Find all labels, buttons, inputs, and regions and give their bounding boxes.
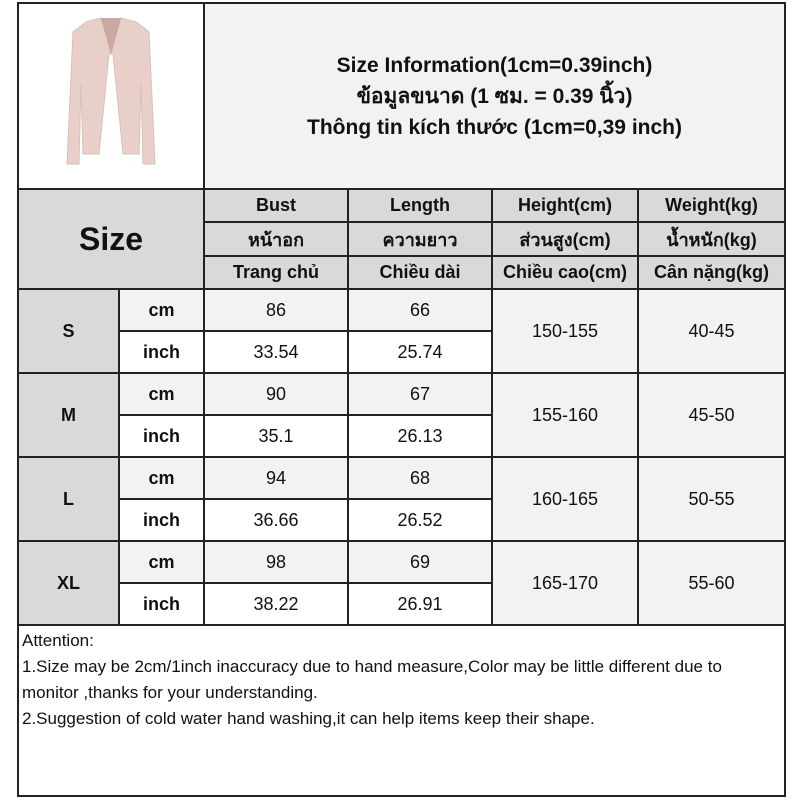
title-english: Size Information(1cm=0.39inch) xyxy=(336,53,653,77)
header-bust-vi: Trang chủ xyxy=(203,255,349,290)
header-length-en: Length xyxy=(347,188,493,223)
header-weight-vi: Cân nặng(kg) xyxy=(636,255,787,290)
bust-inch: 38.22 xyxy=(203,582,349,626)
header-bust-en: Bust xyxy=(203,188,349,223)
bust-inch: 35.1 xyxy=(203,414,349,458)
table-row: M cm 90 67 155-160 45-50 xyxy=(17,372,787,458)
attention-notes: Attention: 1.Size may be 2cm/1inch inacc… xyxy=(16,624,787,797)
header-height-vi: Chiều cao(cm) xyxy=(491,255,639,290)
title-vietnamese: Thông tin kích thước (1cm=0,39 inch) xyxy=(307,115,682,139)
length-cm: 69 xyxy=(347,540,493,584)
table-row: inch 36.66 26.52 xyxy=(18,498,785,542)
size-label: S xyxy=(17,288,120,374)
weight-range: 55-60 xyxy=(636,540,787,626)
length-cm: 68 xyxy=(347,456,493,500)
bust-cm: 94 xyxy=(203,456,349,500)
unit-inch-label: inch xyxy=(118,414,205,458)
length-inch: 26.91 xyxy=(347,582,493,626)
table-row: inch 35.1 26.13 xyxy=(18,414,785,458)
unit-inch-label: inch xyxy=(118,498,205,542)
unit-cm-label: cm xyxy=(118,288,205,332)
unit-cm-label: cm xyxy=(118,540,205,584)
size-header: Size xyxy=(17,188,205,290)
height-range: 160-165 xyxy=(491,456,639,542)
title-thai: ข้อมูลขนาด (1 ซม. = 0.39 นิ้ว) xyxy=(356,84,633,108)
height-range: 165-170 xyxy=(491,540,639,626)
size-label: XL xyxy=(17,540,120,626)
header-bust-th: หน้าอก xyxy=(203,221,349,257)
table-row: XL cm 98 69 165-170 55-60 xyxy=(17,540,787,626)
header-height-en: Height(cm) xyxy=(491,188,639,223)
table-row: L cm 94 68 160-165 50-55 xyxy=(17,456,787,542)
length-inch: 25.74 xyxy=(347,330,493,374)
bust-cm: 98 xyxy=(203,540,349,584)
attention-heading: Attention: xyxy=(22,631,94,650)
bust-cm: 86 xyxy=(203,288,349,332)
weight-range: 40-45 xyxy=(636,288,787,374)
bust-cm: 90 xyxy=(203,372,349,416)
table-row: inch 33.54 25.74 xyxy=(18,330,785,374)
product-image-cell xyxy=(17,2,205,190)
header-weight-th: น้ำหนัก(kg) xyxy=(636,221,787,257)
bust-inch: 36.66 xyxy=(203,498,349,542)
unit-cm-label: cm xyxy=(118,456,205,500)
header-length-vi: Chiều dài xyxy=(347,255,493,290)
height-range: 150-155 xyxy=(491,288,639,374)
unit-inch-label: inch xyxy=(118,330,205,374)
size-label: L xyxy=(17,456,120,542)
height-range: 155-160 xyxy=(491,372,639,458)
pink-cardigan-image xyxy=(66,16,156,164)
bust-inch: 33.54 xyxy=(203,330,349,374)
attention-note-1: 1.Size may be 2cm/1inch inaccuracy due t… xyxy=(22,657,722,702)
header-weight-en: Weight(kg) xyxy=(636,188,787,223)
unit-inch-label: inch xyxy=(118,582,205,626)
size-chart-table: Size Information(1cm=0.39inch) ข้อมูลขนา… xyxy=(16,2,787,797)
header-height-th: ส่วนสูง(cm) xyxy=(491,221,639,257)
length-inch: 26.13 xyxy=(347,414,493,458)
length-inch: 26.52 xyxy=(347,498,493,542)
unit-cm-label: cm xyxy=(118,372,205,416)
size-label: M xyxy=(17,372,120,458)
attention-note-2: 2.Suggestion of cold water hand washing,… xyxy=(22,709,595,728)
size-information-title: Size Information(1cm=0.39inch) ข้อมูลขนา… xyxy=(202,2,787,190)
weight-range: 45-50 xyxy=(636,372,787,458)
length-cm: 66 xyxy=(347,288,493,332)
table-row: S cm 86 66 150-155 40-45 xyxy=(17,288,787,374)
length-cm: 67 xyxy=(347,372,493,416)
header-length-th: ความยาว xyxy=(347,221,493,257)
weight-range: 50-55 xyxy=(636,456,787,542)
table-row: inch 38.22 26.91 xyxy=(18,582,785,626)
